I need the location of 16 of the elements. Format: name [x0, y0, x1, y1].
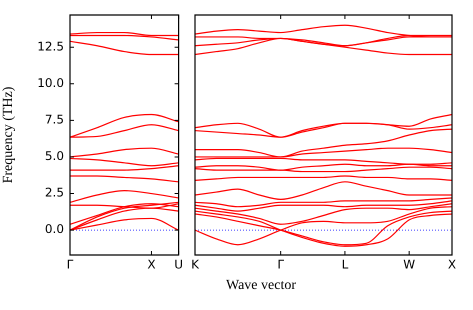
x-tick-label: X [147, 257, 156, 272]
x-tick-label: K [191, 257, 200, 272]
x-tick-label: Γ [277, 257, 284, 272]
y-tick-label: 7.5 [44, 112, 64, 126]
y-tick-label: 10.0 [37, 76, 64, 90]
y-tick-label: 12.5 [37, 39, 64, 54]
x-tick-label: Γ [66, 257, 74, 272]
x-tick-label: X [448, 257, 456, 272]
y-tick-label: 5.0 [44, 149, 64, 164]
y-tick-label: 2.5 [44, 186, 64, 200]
y-axis-title: Frequency (THz) [1, 86, 16, 184]
x-axis-title: Wave vector [225, 278, 297, 294]
x-tick-label: U [174, 257, 184, 272]
x-tick-label: L [342, 257, 349, 272]
y-tick-label: 0.0 [44, 222, 64, 236]
x-tick-label: W [403, 257, 416, 272]
